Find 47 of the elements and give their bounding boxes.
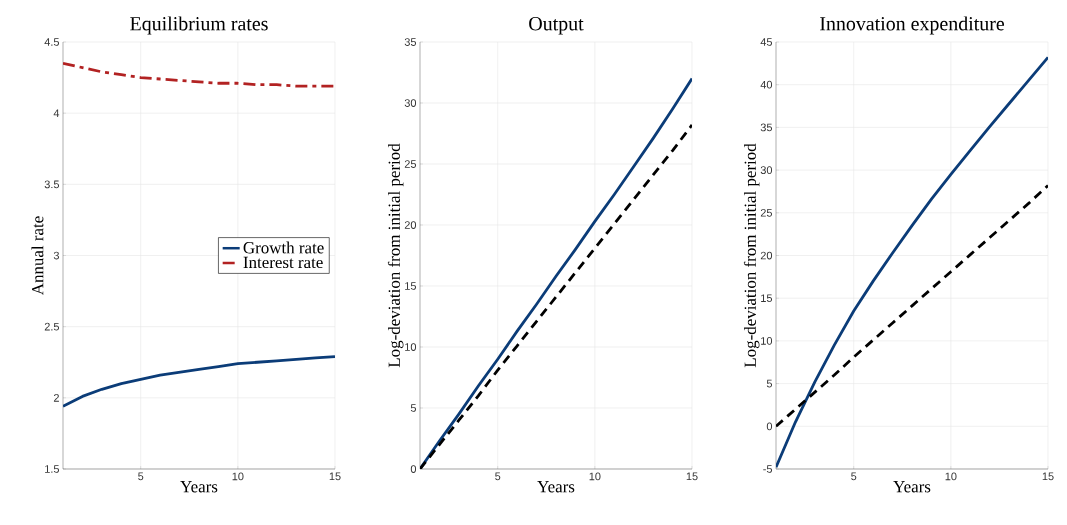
x-axis-title: Years	[180, 481, 218, 493]
x-tick-label: 10	[232, 472, 244, 481]
x-axis-title: Years	[537, 481, 575, 493]
y-tick-label: 20	[404, 221, 417, 229]
y-axis-title: Log-deviation from initial period	[387, 143, 404, 368]
y-tick-label: 4	[53, 109, 60, 117]
y-tick-label: 30	[760, 166, 773, 174]
chart-title: Equilibrium rates	[130, 16, 268, 35]
y-tick-label: 35	[760, 123, 773, 132]
x-tick-label: 15	[329, 472, 341, 481]
y-tick-label: -5	[763, 465, 773, 473]
y-tick-label: 30	[404, 99, 417, 107]
y-tick-label: 2	[53, 394, 59, 402]
y-tick-label: 1.5	[45, 465, 60, 473]
y-tick-label: 15	[761, 294, 773, 303]
y-tick-label: 10	[761, 337, 773, 345]
y-axis-title: Log-deviation from initial period	[743, 143, 760, 368]
y-tick-label: 4.5	[44, 38, 60, 46]
x-tick-label: 5	[495, 472, 501, 481]
y-tick-label: 5	[766, 379, 773, 388]
y-tick-label: 15	[405, 282, 417, 290]
chart-title: Output	[529, 17, 584, 35]
y-tick-label: 40	[760, 80, 773, 89]
y-tick-label: 5	[410, 404, 417, 412]
y-tick-label: 35	[404, 38, 417, 46]
x-tick-label: 15	[1042, 472, 1054, 481]
y-tick-label: 25	[404, 160, 417, 168]
x-tick-label: 15	[686, 472, 698, 481]
y-tick-label: 0	[410, 465, 417, 473]
chart-title: Innovation expenditure	[820, 16, 1005, 35]
y-axis-title: Annual rate	[31, 216, 44, 296]
x-tick-label: 10	[589, 472, 601, 481]
y-tick-label: 3.5	[44, 180, 60, 189]
y-tick-label: 2.5	[44, 322, 60, 331]
y-tick-label: 3	[53, 251, 59, 260]
y-tick-label: 0	[766, 422, 773, 431]
x-tick-label: 5	[851, 472, 857, 481]
y-tick-label: 20	[760, 251, 773, 260]
x-tick-label: 5	[138, 472, 144, 481]
x-axis-title: Years	[893, 481, 931, 493]
line-series	[776, 184, 1049, 428]
y-tick-label: 45	[760, 38, 773, 46]
y-tick-label: 10	[405, 343, 417, 351]
y-tick-label: 25	[760, 208, 773, 217]
x-tick-label: 10	[945, 472, 957, 481]
legend-label: Growth rate	[243, 241, 324, 254]
legend-label: Interest rate	[243, 256, 323, 269]
